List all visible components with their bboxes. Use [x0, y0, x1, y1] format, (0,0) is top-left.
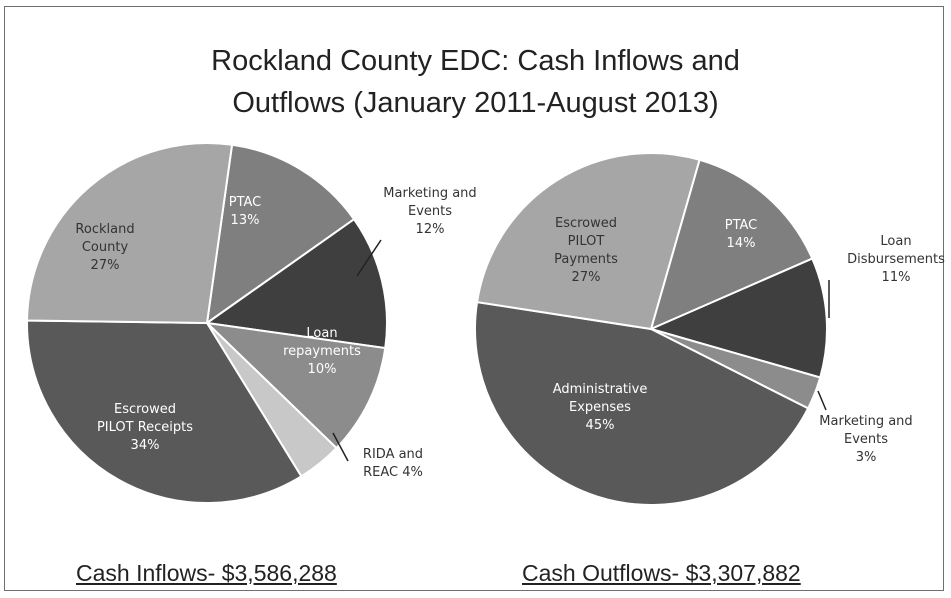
chart-title-line-1: Rockland County EDC: Cash Inflows and [211, 45, 740, 77]
inflows-caption: Cash Inflows- $3,586,288 [76, 560, 337, 586]
pie-slice [474, 300, 810, 506]
pie-slice [26, 319, 303, 504]
pie-slice [475, 152, 701, 331]
pie-slice [204, 217, 388, 350]
slice-label: Escrowed PILOT Payments 27% [554, 216, 618, 285]
pie-slice [205, 143, 356, 326]
leader-line [817, 390, 827, 411]
chart-title-line-2: Outflows (January 2011-August 2013) [232, 87, 719, 119]
slice-label: Loan Disbursements 11% [847, 234, 945, 285]
outflows-pie: PTAC 14% Loan Disbursements 11% Marketing and… [474, 152, 945, 506]
slice-label: Marketing and Events 12% [383, 186, 476, 237]
pie-slice [204, 321, 387, 450]
outflows-caption: Cash Outflows- $3,307,882 [522, 560, 801, 586]
pie-slice [26, 142, 234, 325]
slice-label: Escrowed PILOT Receipts 34% [97, 402, 193, 453]
leader-line [332, 432, 349, 462]
slice-label: PTAC 14% [725, 218, 758, 251]
slice-label: RIDA and REAC 4% [363, 447, 423, 480]
slice-label: Marketing and Events 3% [819, 414, 912, 465]
slice-label: Loan repayments 10% [283, 326, 361, 377]
inflows-pie: PTAC 13% Marketing and Events 12% Loan repayme… [26, 142, 477, 504]
pie-slice [648, 257, 828, 379]
slice-label: Administrative Expenses 45% [553, 382, 648, 433]
leader-line [356, 239, 382, 277]
slice-label: PTAC 13% [229, 195, 262, 228]
slice-label: Rockland County 27% [75, 222, 134, 273]
pie-slice [649, 158, 814, 331]
